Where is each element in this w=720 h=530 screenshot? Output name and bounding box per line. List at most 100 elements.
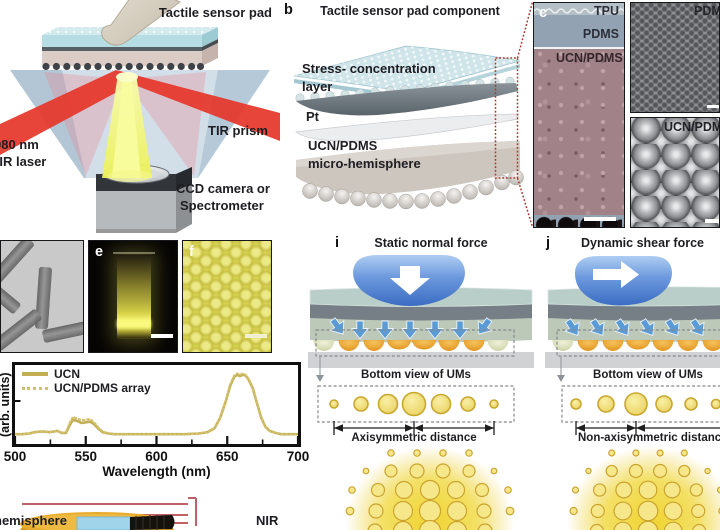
bright-emission-band xyxy=(117,320,151,328)
micro-hemisphere xyxy=(438,340,460,351)
label-stress-layer-2: layer xyxy=(302,79,333,94)
label-pdms: PDMS xyxy=(582,27,619,41)
legend-label-ucn: UCN xyxy=(54,367,80,381)
panel-c-cross-section-sem: c TPU PDMS UCN/PDMS xyxy=(533,2,625,228)
nanorod xyxy=(1,308,43,352)
micro-hemisphere xyxy=(626,340,650,350)
cuvette-lip xyxy=(113,252,155,254)
label-laser-line2: NIR laser xyxy=(0,154,47,169)
um-circles xyxy=(329,391,499,417)
um-circle xyxy=(597,395,615,413)
callout-arrowhead xyxy=(316,375,324,382)
um-circle xyxy=(430,393,452,415)
glow-circle xyxy=(477,523,493,530)
micro-hemisphere xyxy=(552,340,574,351)
device-disc xyxy=(20,512,175,530)
x-axis-label: Wavelength (nm) xyxy=(102,464,211,479)
x-tick-label: 600 xyxy=(145,449,168,464)
glow-circle xyxy=(585,467,592,475)
pdms-divider xyxy=(534,47,624,50)
panel-j-illustration xyxy=(545,255,720,435)
legend-line-solid xyxy=(22,372,48,376)
glow-circle xyxy=(592,483,607,497)
bottom-hemisphere-silhouettes xyxy=(534,210,624,227)
glow-circle xyxy=(409,463,425,479)
glow-circle xyxy=(392,500,414,522)
glow-circle xyxy=(465,449,473,457)
hemisphere-zone-outline xyxy=(315,329,515,357)
glow-circle xyxy=(569,506,578,516)
label-tpu: TPU xyxy=(594,4,619,18)
chart-legend: UCN UCN/PDMS array xyxy=(22,367,151,395)
glow-circle xyxy=(446,480,466,500)
magnification-callout xyxy=(494,1,534,228)
panel-b-title: Tactile sensor pad component xyxy=(320,4,500,18)
panel-f-array-micrograph: f xyxy=(182,240,272,353)
label-ucn-pdms: UCN/PDMS xyxy=(556,51,623,65)
glow-circle xyxy=(362,467,370,475)
glow-circle xyxy=(628,463,644,479)
dark-interlayer-sheet xyxy=(296,83,518,116)
measure-arrowheads xyxy=(334,424,494,432)
glow-circle xyxy=(446,500,468,522)
stress-arrow xyxy=(564,318,580,336)
um-circle xyxy=(710,398,720,410)
setup-illustration xyxy=(0,0,280,233)
panel-i-title: Static normal force xyxy=(374,236,488,250)
glow-circle xyxy=(663,501,683,521)
panel-letter-f: f xyxy=(189,244,194,260)
um-circle xyxy=(489,399,499,409)
pt-sheet xyxy=(295,113,519,142)
panel-letter-b: b xyxy=(284,2,293,18)
um-circle xyxy=(655,395,673,413)
stress-arrow xyxy=(589,318,605,336)
legend-label-ucn-pdms: UCN/PDMS array xyxy=(54,381,151,395)
glow-circle xyxy=(446,520,468,530)
glow-circle xyxy=(367,523,383,530)
stress-arrow xyxy=(614,318,630,336)
panel-a-setup: Tactile sensor pad TIR prism 980 nm NIR … xyxy=(0,0,280,235)
glow-circle xyxy=(692,523,707,530)
label-nir: NIR xyxy=(256,513,279,528)
glow-circle xyxy=(716,486,720,494)
micro-hemisphere xyxy=(313,340,335,351)
tpu-wavy-film xyxy=(534,8,624,14)
um-circle xyxy=(624,392,648,416)
label-laser-line1: 980 nm xyxy=(0,137,39,152)
elastomer-layer xyxy=(310,316,532,343)
micro-hemisphere xyxy=(652,340,674,351)
label-detector-line2: Spectrometer xyxy=(180,198,264,213)
hemisphere-array-texture xyxy=(183,241,271,352)
panel-letter-j: j xyxy=(546,235,551,251)
ucn-pdms-region xyxy=(534,49,624,215)
panel-i-bottom-view-label: Bottom view of UMs xyxy=(361,369,471,381)
label-ucn-pdms-1: UCN/PDMS xyxy=(308,138,378,153)
label-sem-ucn-pdms: UCN/PDMS xyxy=(664,120,719,134)
panel-e-luminescent-dispersion: e xyxy=(88,240,178,353)
panel-g-partial-illustration xyxy=(20,497,197,530)
glow-circle xyxy=(394,480,414,500)
glow-circle xyxy=(345,506,355,516)
stress-arrow xyxy=(425,320,445,340)
label-ucn-pdms-2: micro-hemisphere xyxy=(308,156,421,171)
slab-hemisphere-row xyxy=(302,169,524,210)
label-detector-line1: CCD camera or xyxy=(176,181,270,196)
glow-circle xyxy=(608,449,616,457)
glow-circle xyxy=(652,463,668,479)
glow-circle xyxy=(474,482,490,498)
glow-circle xyxy=(638,480,658,500)
x-tick-label: 500 xyxy=(3,449,27,464)
x-tick-label: 700 xyxy=(286,449,310,464)
scale-bar xyxy=(245,334,267,338)
shear-force-arrow-icon xyxy=(593,261,639,288)
panel-i-luminescence-pattern xyxy=(330,441,530,530)
measure-arrowheads xyxy=(576,424,645,432)
glow-circle xyxy=(605,464,618,478)
panel-tem-nanorods xyxy=(0,240,84,353)
stress-arrow xyxy=(664,318,680,336)
stress-arrow xyxy=(639,318,655,336)
glow-circle xyxy=(348,486,356,494)
glow-circle xyxy=(368,503,384,519)
glow-circle xyxy=(678,464,691,478)
